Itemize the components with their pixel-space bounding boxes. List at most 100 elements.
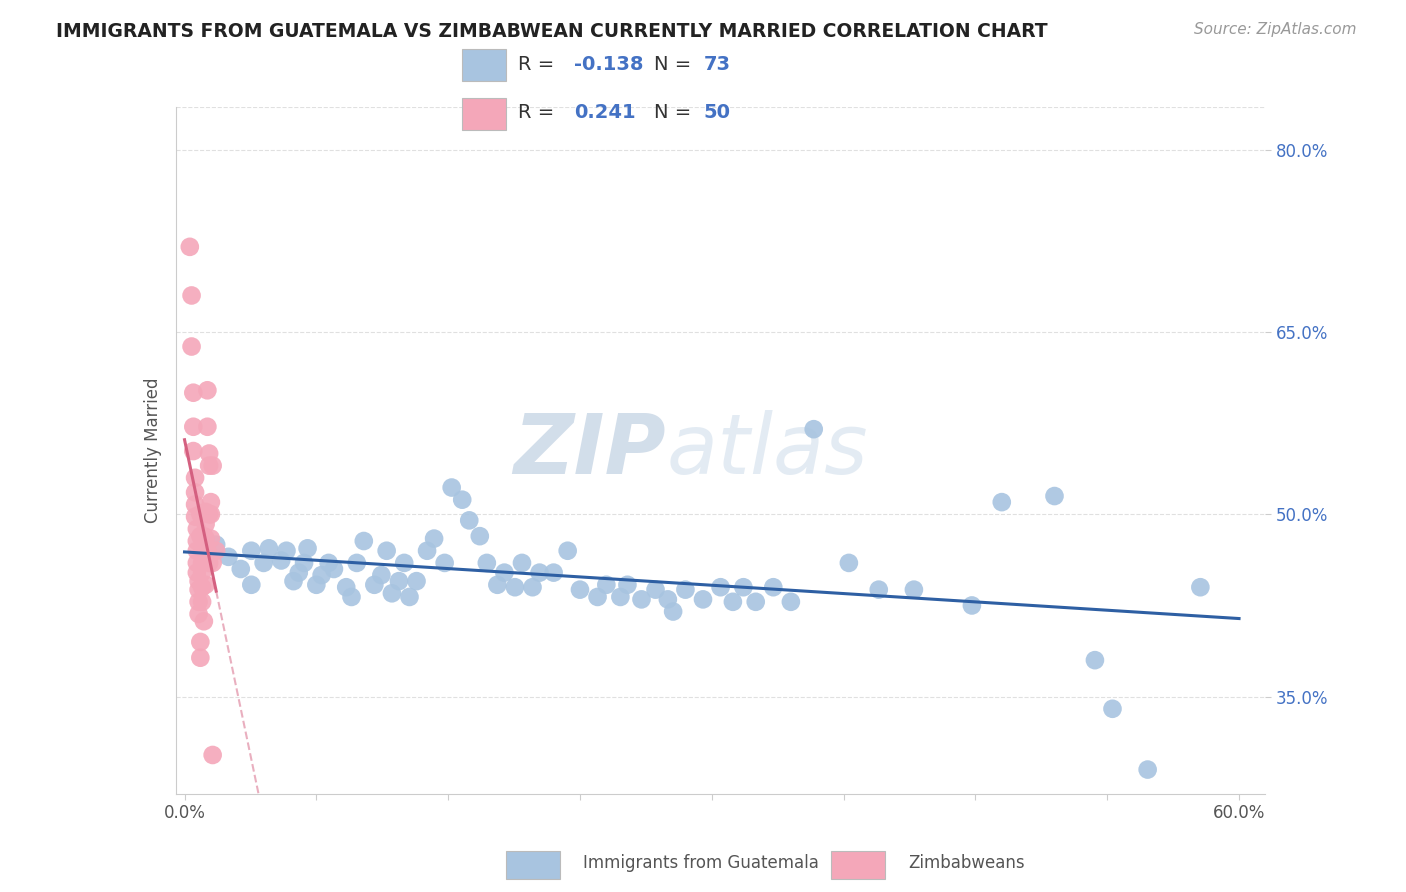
Point bbox=[375, 543, 398, 558]
Point bbox=[188, 635, 211, 649]
Point bbox=[568, 582, 592, 597]
Point bbox=[510, 556, 533, 570]
Point bbox=[191, 595, 214, 609]
Point bbox=[195, 543, 219, 558]
Point bbox=[201, 556, 224, 570]
Point bbox=[200, 495, 222, 509]
Point bbox=[475, 556, 498, 570]
Point bbox=[187, 595, 209, 609]
Point bbox=[388, 574, 411, 589]
Point bbox=[586, 590, 609, 604]
Text: 50: 50 bbox=[703, 103, 731, 121]
Text: 0.241: 0.241 bbox=[574, 103, 636, 121]
Point bbox=[186, 522, 208, 536]
Point bbox=[803, 422, 825, 436]
Point bbox=[721, 595, 744, 609]
Point bbox=[257, 541, 280, 556]
Text: Source: ZipAtlas.com: Source: ZipAtlas.com bbox=[1194, 22, 1357, 37]
Point bbox=[710, 580, 733, 594]
Point bbox=[194, 578, 217, 592]
Point bbox=[188, 508, 211, 522]
Text: R =: R = bbox=[517, 103, 567, 121]
Point bbox=[423, 532, 446, 546]
Point bbox=[201, 747, 224, 762]
Point bbox=[1136, 763, 1159, 777]
Point bbox=[543, 566, 565, 580]
FancyBboxPatch shape bbox=[463, 98, 506, 130]
Point bbox=[187, 582, 209, 597]
Text: IMMIGRANTS FROM GUATEMALA VS ZIMBABWEAN CURRENTLY MARRIED CORRELATION CHART: IMMIGRANTS FROM GUATEMALA VS ZIMBABWEAN … bbox=[56, 22, 1047, 41]
Text: ZIP: ZIP bbox=[513, 410, 666, 491]
Point bbox=[903, 582, 925, 597]
Point bbox=[201, 458, 224, 473]
Point bbox=[311, 568, 333, 582]
Point bbox=[323, 562, 346, 576]
Point bbox=[186, 566, 208, 580]
Point bbox=[394, 556, 416, 570]
Point bbox=[195, 419, 219, 434]
Point bbox=[305, 578, 328, 592]
Point bbox=[180, 339, 202, 353]
Point bbox=[276, 543, 298, 558]
Point bbox=[253, 556, 276, 570]
Point bbox=[991, 495, 1014, 509]
Point bbox=[657, 592, 679, 607]
Point bbox=[340, 590, 363, 604]
Point bbox=[609, 590, 631, 604]
Point bbox=[191, 566, 214, 580]
Point bbox=[205, 543, 228, 558]
Point bbox=[184, 485, 207, 500]
Point bbox=[486, 578, 509, 592]
Point bbox=[370, 568, 392, 582]
Point bbox=[193, 614, 215, 628]
Point bbox=[595, 578, 617, 592]
Point bbox=[191, 543, 214, 558]
Point bbox=[183, 444, 205, 458]
Point bbox=[186, 556, 208, 570]
Point bbox=[1043, 489, 1066, 503]
Point bbox=[335, 580, 357, 594]
Point bbox=[433, 556, 456, 570]
Point bbox=[1101, 702, 1123, 716]
Text: Zimbabweans: Zimbabweans bbox=[908, 854, 1025, 872]
Point bbox=[229, 562, 252, 576]
Point bbox=[194, 532, 217, 546]
Point bbox=[194, 505, 217, 519]
Point bbox=[205, 538, 228, 552]
Point bbox=[381, 586, 404, 600]
Point bbox=[198, 556, 221, 570]
Point bbox=[745, 595, 768, 609]
Point bbox=[184, 509, 207, 524]
Point bbox=[529, 566, 551, 580]
Point bbox=[191, 580, 214, 594]
Point bbox=[503, 580, 526, 594]
Point bbox=[217, 549, 239, 564]
Point bbox=[779, 595, 801, 609]
Point bbox=[194, 516, 217, 531]
Text: N =: N = bbox=[654, 54, 697, 73]
Point bbox=[353, 534, 375, 549]
Point bbox=[451, 492, 474, 507]
Point bbox=[1189, 580, 1212, 594]
FancyBboxPatch shape bbox=[506, 851, 560, 880]
Point bbox=[960, 599, 983, 613]
Point bbox=[187, 607, 209, 621]
Point bbox=[292, 556, 315, 570]
Point bbox=[405, 574, 427, 589]
Point bbox=[184, 471, 207, 485]
Point bbox=[200, 532, 222, 546]
Point bbox=[440, 481, 463, 495]
Point bbox=[644, 582, 666, 597]
Point bbox=[193, 553, 215, 567]
Point bbox=[188, 650, 211, 665]
Point bbox=[198, 446, 221, 460]
Point bbox=[283, 574, 305, 589]
Text: -0.138: -0.138 bbox=[574, 54, 643, 73]
Point bbox=[468, 529, 491, 543]
Point bbox=[416, 543, 439, 558]
Point bbox=[557, 543, 579, 558]
Point bbox=[183, 419, 205, 434]
Point bbox=[297, 541, 319, 556]
Y-axis label: Currently Married: Currently Married bbox=[143, 377, 162, 524]
Point bbox=[200, 508, 222, 522]
